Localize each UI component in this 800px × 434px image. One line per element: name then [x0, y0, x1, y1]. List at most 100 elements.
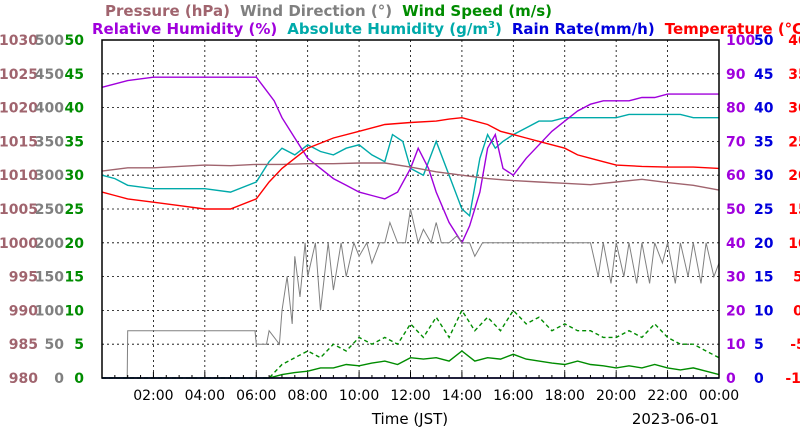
- tick-label-pressure: 1005: [0, 202, 38, 218]
- tick-label-wind_speed: 10: [65, 303, 85, 319]
- tick-label-wind_speed: 15: [65, 270, 84, 286]
- x-axis: 02:00 04:00 06:00 08:00 10:00 12:00 14:00 16:00…: [101, 372, 739, 404]
- tick-label-wind_speed: 0: [74, 371, 84, 387]
- x-tick-label: 18:00: [545, 388, 585, 404]
- tick-label-pressure: 1020: [0, 101, 38, 117]
- tick-label-wind_direction: 250: [35, 202, 64, 218]
- tick-label-pressure: 1010: [0, 168, 38, 184]
- tick-label-wind_speed: 20: [65, 236, 85, 252]
- legend-absolute_humidity: Absolute Humidity (g/m3): [287, 20, 502, 38]
- tick-label-pressure: 1030: [0, 33, 38, 49]
- tick-label-temperature: 10: [788, 236, 800, 252]
- x-tick-label: 10:00: [339, 388, 379, 404]
- tick-label-pressure: 995: [9, 270, 38, 286]
- tick-label-temperature: 25: [788, 134, 800, 150]
- tick-label-temperature: 15: [788, 202, 800, 218]
- legend-rain_rate: Rain Rate(mm/h): [512, 20, 655, 38]
- tick-label-wind_speed: 35: [65, 134, 84, 150]
- series-absolute-humidity-g-m3: [101, 113, 719, 218]
- left-axes: 1030102510201015101010051000995990985980…: [0, 33, 84, 387]
- tick-label-rain: 45: [754, 67, 773, 83]
- tick-label-rain: 10: [754, 303, 774, 319]
- tick-label-humidity: 50: [726, 202, 746, 218]
- tick-label-temperature: 35: [788, 67, 800, 83]
- tick-label-temperature: 0: [793, 303, 800, 319]
- tick-label-wind_direction: 450: [35, 67, 64, 83]
- tick-label-wind_direction: 350: [35, 134, 64, 150]
- tick-label-wind_direction: 300: [35, 168, 64, 184]
- legend-row-1: Pressure (hPa) Wind Direction (°) Wind Spe…: [105, 2, 552, 20]
- x-tick-label: 08:00: [287, 388, 327, 404]
- tick-label-temperature: 30: [788, 101, 800, 117]
- tick-label-wind_speed: 40: [65, 101, 85, 117]
- tick-label-humidity: 0: [726, 371, 736, 387]
- tick-label-wind_direction: 500: [35, 33, 64, 49]
- x-tick-label: 12:00: [390, 388, 430, 404]
- series-relative-humidity: [101, 76, 719, 245]
- tick-label-pressure: 990: [9, 303, 38, 319]
- tick-label-temperature: 5: [793, 270, 800, 286]
- legend-wind_speed: Wind Speed (m/s): [402, 2, 552, 20]
- tick-label-wind_direction: 150: [35, 270, 64, 286]
- x-tick-label: 02:00: [133, 388, 173, 404]
- legend-wind_direction: Wind Direction (°): [240, 2, 392, 20]
- series-wind-direction: [102, 208, 720, 379]
- legend-temperature: Temperature (°C): [665, 20, 800, 38]
- x-tick-label: 22:00: [647, 388, 687, 404]
- tick-label-wind_direction: 0: [54, 371, 64, 387]
- tick-label-pressure: 980: [9, 371, 38, 387]
- tick-label-pressure: 1015: [0, 134, 38, 150]
- tick-label-wind_direction: 100: [35, 303, 64, 319]
- date-label: 2023-06-01: [632, 410, 719, 428]
- tick-label-wind_speed: 5: [74, 337, 84, 353]
- tick-label-rain: 50: [754, 33, 774, 49]
- tick-label-humidity: 30: [726, 270, 746, 286]
- tick-label-humidity: 70: [726, 134, 746, 150]
- tick-label-rain: 40: [754, 101, 774, 117]
- tick-label-wind_speed: 50: [65, 33, 85, 49]
- tick-label-rain: 35: [754, 134, 773, 150]
- x-tick-label: 14:00: [442, 388, 482, 404]
- tick-label-temperature: -5: [790, 337, 800, 353]
- legend-row-2: Relative Humidity (%) Absolute Humidity (…: [92, 20, 800, 38]
- tick-label-pressure: 1000: [0, 236, 38, 252]
- x-axis-title: Time (JST): [371, 410, 448, 428]
- legend-relative_humidity: Relative Humidity (%): [92, 20, 277, 38]
- tick-label-rain: 5: [754, 337, 764, 353]
- tick-label-humidity: 60: [726, 168, 746, 184]
- x-tick-label: 04:00: [185, 388, 225, 404]
- series-pressure-hpa: [101, 162, 720, 191]
- tick-label-wind_direction: 50: [45, 337, 65, 353]
- tick-label-rain: 25: [754, 202, 773, 218]
- x-tick-label: 00:00: [699, 388, 739, 404]
- x-tick-label: 20:00: [596, 388, 636, 404]
- tick-label-pressure: 985: [9, 337, 38, 353]
- tick-label-pressure: 1025: [0, 67, 38, 83]
- tick-label-rain: 15: [754, 270, 773, 286]
- tick-label-temperature: -10: [785, 371, 800, 387]
- tick-label-wind_speed: 45: [65, 67, 84, 83]
- grid: [102, 40, 719, 378]
- tick-label-wind_direction: 200: [35, 236, 64, 252]
- tick-label-temperature: 40: [788, 33, 800, 49]
- tick-label-rain: 20: [754, 236, 774, 252]
- tick-label-humidity: 90: [726, 67, 746, 83]
- x-tick-label: 16:00: [493, 388, 533, 404]
- tick-label-wind_direction: 400: [35, 101, 64, 117]
- tick-label-humidity: 100: [726, 33, 755, 49]
- tick-label-temperature: 20: [788, 168, 800, 184]
- legend-pressure: Pressure (hPa): [105, 2, 230, 20]
- tick-label-humidity: 80: [726, 101, 746, 117]
- tick-label-wind_speed: 30: [65, 168, 85, 184]
- series-temperature-c: [101, 116, 720, 210]
- right-axes: 1009080706050403020100504540353025201510…: [726, 33, 800, 387]
- tick-label-wind_speed: 25: [65, 202, 84, 218]
- tick-label-humidity: 10: [726, 337, 746, 353]
- series-wind-speed-m-s-gust: [102, 308, 720, 379]
- tick-label-rain: 0: [754, 371, 764, 387]
- tick-label-humidity: 40: [726, 236, 746, 252]
- x-tick-label: 06:00: [236, 388, 276, 404]
- tick-label-rain: 30: [754, 168, 774, 184]
- tick-label-humidity: 20: [726, 303, 746, 319]
